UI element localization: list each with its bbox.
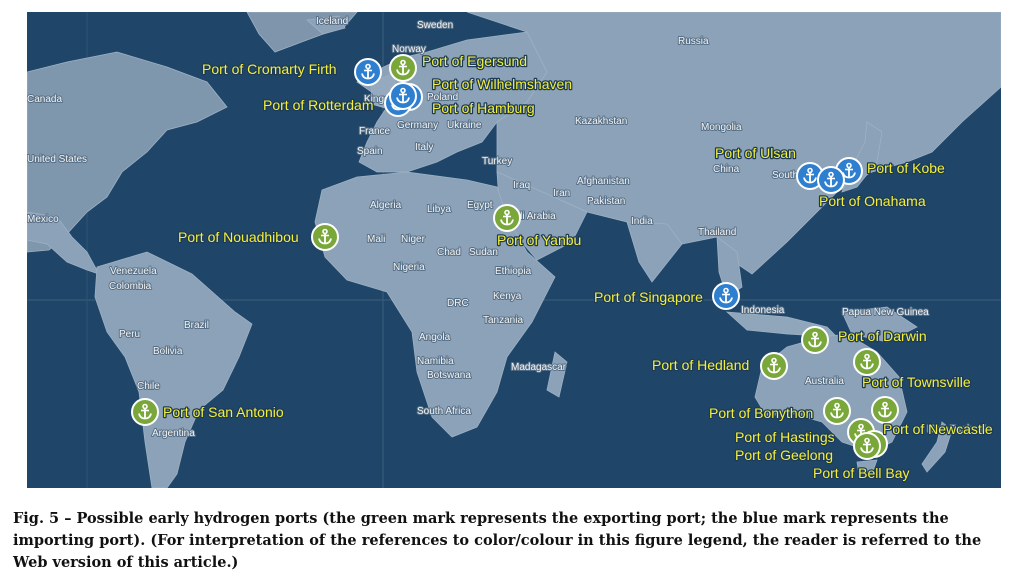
country-label: South Africa: [417, 406, 471, 417]
country-label: Afghanistan: [577, 176, 630, 187]
port-label-port-of-darwin: Port of Darwin: [838, 328, 927, 344]
port-label-port-of-bell-bay: Port of Bell Bay: [813, 465, 910, 481]
country-label: Nigeria: [393, 262, 425, 273]
port-marker-port-of-bonython: [823, 397, 851, 425]
port-label-port-of-kobe: Port of Kobe: [867, 160, 945, 176]
country-label: Canada: [27, 94, 62, 105]
country-label: Spain: [357, 146, 383, 157]
caption-text: Possible early hydrogen ports (the green…: [13, 510, 982, 571]
country-label: Australia: [805, 376, 844, 387]
port-label-port-of-hamburg: Port of Hamburg: [432, 100, 535, 116]
country-label: Mexico: [27, 214, 59, 225]
country-label: Turkey: [482, 156, 512, 167]
country-label: Chad: [437, 247, 461, 258]
port-label-port-of-bonython: Port of Bonython: [709, 405, 813, 421]
country-label: Iran: [553, 188, 570, 199]
country-label: Chile: [137, 381, 160, 392]
country-label: Brazil: [184, 320, 209, 331]
port-marker-port-of-bell-bay: [853, 432, 881, 460]
country-label: Niger: [401, 234, 426, 245]
port-label-port-of-newcastle: Port of Newcastle: [883, 421, 993, 437]
port-marker-port-of-darwin: [801, 326, 829, 354]
country-label: Colombia: [109, 281, 152, 292]
port-label-port-of-wilhelmshaven: Port of Wilhelmshaven: [432, 76, 572, 92]
port-marker-port-of-nouadhibou: [311, 223, 339, 251]
country-label: Kenya: [493, 291, 522, 302]
port-label-port-of-nouadhibou: Port of Nouadhibou: [178, 229, 299, 245]
port-label-port-of-townsville: Port of Townsville: [862, 374, 971, 390]
port-label-port-of-san-antonio: Port of San Antonio: [163, 404, 284, 420]
figure-number: Fig. 5: [13, 510, 60, 527]
figure-caption: Fig. 5 – Possible early hydrogen ports (…: [13, 510, 982, 571]
port-label-port-of-geelong: Port of Geelong: [735, 447, 833, 463]
country-label: Mongolia: [701, 122, 742, 133]
country-label: Mali: [367, 234, 385, 245]
port-marker-port-of-cromarty-firth: [354, 58, 382, 86]
country-labels: Iceland Sweden Norway Russia Canada United St…: [27, 15, 987, 440]
port-label-port-of-hastings: Port of Hastings: [735, 429, 835, 445]
country-label: China: [713, 164, 740, 175]
country-label: Argentina: [152, 428, 195, 439]
port-label-port-of-ulsan: Port of Ulsan: [715, 145, 796, 161]
country-label: Ukraine: [447, 120, 482, 131]
country-label: Iraq: [513, 180, 530, 191]
port-label-port-of-yanbu: Port of Yanbu: [497, 232, 581, 248]
country-label: Botswana: [427, 370, 471, 381]
port-label-port-of-cromarty-firth: Port of Cromarty Firth: [202, 61, 337, 77]
country-label: South: [772, 170, 798, 181]
port-marker-port-of-townsville: [853, 348, 881, 376]
port-marker-port-of-yanbu: [493, 204, 521, 232]
port-label-port-of-egersund: Port of Egersund: [422, 53, 527, 69]
country-label: Italy: [415, 142, 433, 153]
country-label: Ethiopia: [495, 266, 532, 277]
landmasses: [27, 12, 1001, 488]
port-marker-port-of-onahama: [817, 166, 845, 194]
country-label: Angola: [419, 332, 451, 343]
port-label-port-of-onahama: Port of Onahama: [819, 193, 926, 209]
country-label: Bolivia: [153, 346, 183, 357]
country-label: India: [631, 216, 653, 227]
country-label: Germany: [397, 120, 438, 131]
country-label: Libya: [427, 204, 451, 215]
port-marker-port-of-egersund: [389, 54, 417, 82]
country-label: Iceland: [316, 16, 348, 27]
country-label: Russia: [678, 36, 709, 47]
country-label: United States: [27, 154, 87, 165]
country-label: Norway: [392, 44, 426, 55]
country-label: Venezuela: [110, 266, 157, 277]
port-marker-port-of-san-antonio: [131, 398, 159, 426]
port-marker-port-of-hamburg: [389, 82, 417, 110]
port-label-port-of-rotterdam: Port of Rotterdam: [263, 97, 374, 113]
country-label: Namibia: [417, 356, 454, 367]
port-marker-port-of-newcastle: [871, 396, 899, 424]
country-label: Thailand: [698, 227, 736, 238]
country-label: Kazakhstan: [575, 116, 627, 127]
country-label: France: [359, 126, 391, 137]
country-label: New Zealand: [927, 424, 986, 435]
country-label: Algeria: [370, 200, 402, 211]
country-label: Papua New Guinea: [842, 307, 929, 318]
country-label: DRC: [447, 298, 469, 309]
country-label: Indonesia: [741, 305, 785, 316]
country-label: Poland: [427, 92, 458, 103]
port-marker-port-of-singapore: [712, 282, 740, 310]
world-map: Iceland Sweden Norway Russia Canada United St…: [27, 12, 1001, 488]
country-label: Madagascar: [511, 362, 567, 373]
country-label: Egypt: [467, 200, 493, 211]
country-label: Sudan: [469, 247, 498, 258]
port-marker-port-of-hedland: [760, 352, 788, 380]
country-label: Pakistan: [587, 196, 625, 207]
country-label: Peru: [119, 329, 140, 340]
port-label-port-of-singapore: Port of Singapore: [594, 289, 703, 305]
port-label-port-of-hedland: Port of Hedland: [652, 357, 749, 373]
port-markers: Port of Cromarty Firth Port of Egersund Po…: [131, 52, 994, 482]
country-label: Tanzania: [483, 315, 523, 326]
country-label: Sweden: [417, 20, 453, 31]
